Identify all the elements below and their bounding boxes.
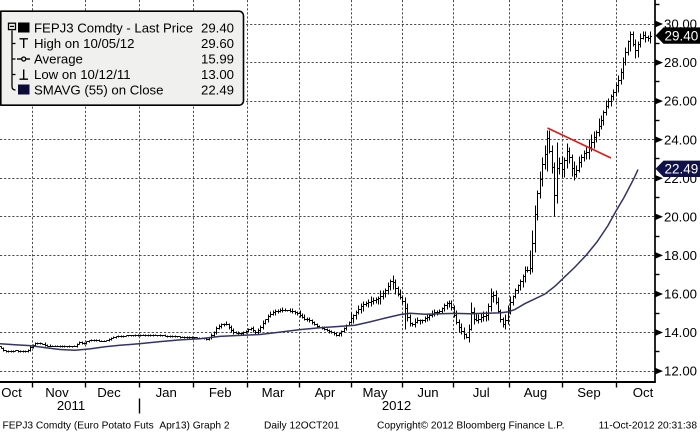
svg-text:Average: Average [34,52,83,67]
svg-text:Copyright© 2012 Bloomberg Fina: Copyright© 2012 Bloomberg Finance L.P. [377,421,564,432]
svg-text:Dec: Dec [97,385,121,400]
svg-text:29.60: 29.60 [201,36,234,51]
svg-text:SMAVG (55) on Close: SMAVG (55) on Close [34,83,163,98]
svg-text:2011: 2011 [57,398,85,413]
svg-text:Jan: Jan [156,385,177,400]
svg-text:22.49: 22.49 [665,162,699,177]
svg-text:May: May [363,385,388,400]
svg-text:20.00: 20.00 [664,209,697,224]
svg-text:High on 10/05/12: High on 10/05/12 [34,36,134,51]
svg-text:FEPJ3 Comdty (Euro Potato Futs: FEPJ3 Comdty (Euro Potato Futs Apr13) Gr… [3,421,230,432]
svg-text:18.00: 18.00 [664,248,697,263]
svg-text:Low on 10/12/11: Low on 10/12/11 [34,67,131,82]
svg-text:13.00: 13.00 [201,67,234,82]
svg-text:28.00: 28.00 [664,55,697,70]
svg-text:24.00: 24.00 [664,132,697,147]
svg-text:16.00: 16.00 [664,287,697,302]
svg-text:Daily 12OCT201: Daily 12OCT201 [264,421,340,432]
svg-text:11-Oct-2012 20:31:38: 11-Oct-2012 20:31:38 [599,421,698,432]
svg-text:Apr: Apr [315,385,336,400]
svg-text:12.00: 12.00 [664,364,697,379]
svg-text:Feb: Feb [209,385,232,400]
svg-text:Oct: Oct [1,385,22,400]
svg-text:Mar: Mar [262,385,285,400]
svg-text:29.40: 29.40 [201,21,234,36]
svg-text:Jul: Jul [473,385,490,400]
svg-text:26.00: 26.00 [664,94,697,109]
svg-text:Nov: Nov [45,385,69,400]
svg-text:Aug: Aug [524,385,547,400]
svg-text:29.40: 29.40 [665,28,699,43]
svg-text:14.00: 14.00 [664,325,697,340]
svg-text:Jun: Jun [417,385,438,400]
svg-text:FEPJ3 Comdty - Last Price: FEPJ3 Comdty - Last Price [34,21,193,36]
svg-text:2012: 2012 [382,398,411,413]
svg-text:15.99: 15.99 [201,52,234,67]
svg-text:Oct: Oct [633,385,654,400]
svg-text:Sep: Sep [577,385,600,400]
svg-text:22.49: 22.49 [201,83,234,98]
